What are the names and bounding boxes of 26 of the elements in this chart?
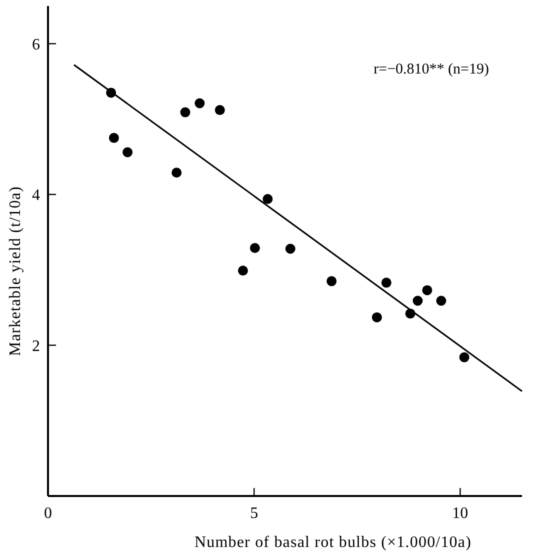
x-tick-label: 0 [44,505,52,522]
point [250,242,260,253]
point [436,296,446,306]
point [214,105,225,116]
x-tick-label: 10 [452,505,468,522]
point [372,312,382,322]
y-tick-label: 6 [32,36,40,54]
point [194,98,205,108]
point [412,296,423,306]
point [422,285,432,296]
point [172,168,182,178]
point [285,244,296,254]
point [238,266,248,276]
annotation: r=−0.810** (n=19) [374,62,490,78]
point [381,278,392,288]
y-axis-title: Marketable yield (t/10a) [7,186,24,356]
x-tick-label: 5 [250,505,258,522]
x-axis-title: Number of basal rot bulbs (×1.000/10a) [194,534,472,551]
point [326,276,337,286]
point [262,194,273,204]
y-tick-label: 4 [32,187,40,204]
y-tick-label: 2 [32,338,40,355]
point [459,352,470,362]
point [122,147,133,158]
point [180,107,190,118]
point [108,132,119,143]
